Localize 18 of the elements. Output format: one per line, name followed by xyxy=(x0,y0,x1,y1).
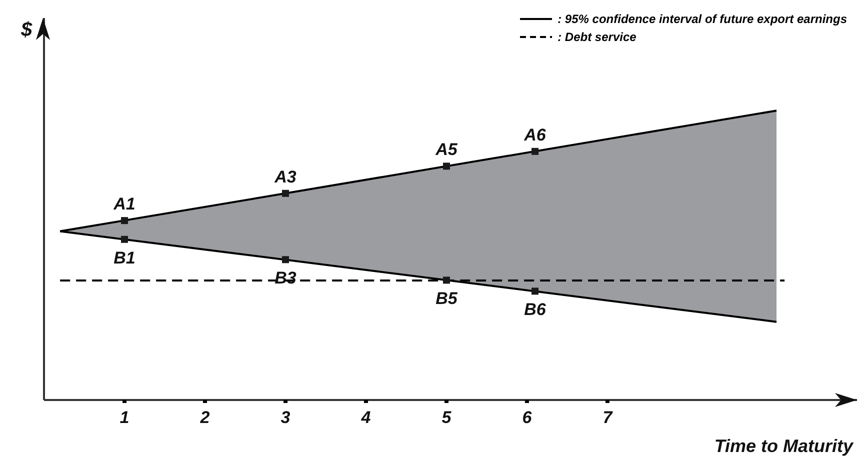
annotation: A3 xyxy=(274,167,297,186)
x-tick-label: 4 xyxy=(360,408,372,428)
annotation: B5 xyxy=(436,289,458,308)
x-axis-title: Time to Maturity xyxy=(714,436,854,456)
annotation: A1 xyxy=(112,194,136,214)
annotation: B1 xyxy=(114,248,136,268)
x-tick-label: 6 xyxy=(522,408,532,428)
annotation: A5 xyxy=(434,140,458,160)
x-tick-label: 7 xyxy=(602,408,614,428)
y-axis-title: $ xyxy=(20,19,33,41)
x-tick-label: 2 xyxy=(199,408,210,428)
legend-label: : Debt service xyxy=(556,30,636,44)
x-tick-label: 1 xyxy=(120,408,130,428)
legend-label: : 95% confidence interval of future export earnings xyxy=(556,12,847,26)
annotation: B6 xyxy=(524,300,546,320)
x-tick-label: 5 xyxy=(442,408,452,428)
annotation: A6 xyxy=(523,125,546,144)
x-tick-label: 3 xyxy=(280,408,291,428)
